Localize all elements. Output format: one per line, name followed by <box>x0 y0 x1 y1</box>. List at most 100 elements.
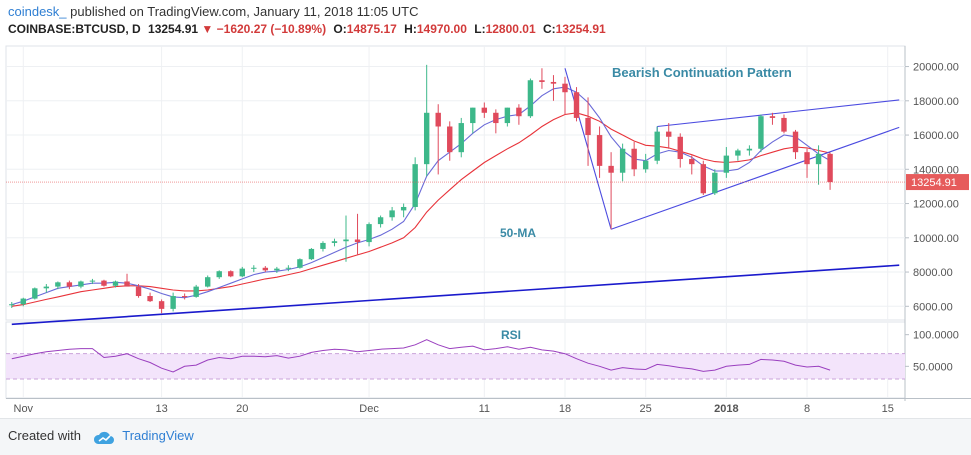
x-tick-label: 2018 <box>714 403 738 415</box>
x-tick-label: 8 <box>804 403 810 415</box>
candle-body <box>170 296 176 309</box>
candle-body <box>43 286 50 289</box>
candle-body <box>550 81 557 84</box>
ma50-annotation: 50-MA <box>500 226 536 240</box>
candle-body <box>101 280 107 286</box>
candle-body <box>642 160 649 170</box>
candle-body <box>458 123 464 153</box>
candle-body <box>147 296 153 302</box>
candle-body <box>216 271 222 278</box>
candle-body <box>366 224 372 243</box>
rsi-annotation: RSI <box>501 328 521 342</box>
candle-body <box>504 107 511 124</box>
pattern-annotation: Bearish Continuation Pattern <box>612 65 792 80</box>
candle-body <box>815 153 822 165</box>
candle-body <box>804 152 810 165</box>
publisher-name[interactable]: coindesk_ <box>8 4 67 19</box>
close-label: C: <box>542 22 556 36</box>
price-chart[interactable]: 6000.00 8000.00 10000.00 12000.00 14000.00 16… <box>0 40 971 418</box>
main-pane <box>5 45 906 321</box>
candle-body <box>66 282 73 287</box>
candle-body <box>343 239 349 242</box>
candle-body <box>239 268 245 277</box>
candle-body <box>712 172 718 194</box>
y-tick-label: 18000.00 <box>913 96 959 108</box>
candle-body <box>470 107 476 124</box>
candle-body <box>700 164 707 194</box>
candle-body <box>89 280 96 282</box>
candle-body <box>158 301 165 309</box>
candle-body <box>389 210 395 218</box>
candle-body <box>308 248 315 260</box>
candle-body <box>527 80 534 117</box>
candle-body <box>619 148 626 173</box>
low-value: 12800.01 <box>485 22 536 36</box>
candle-body <box>769 116 776 118</box>
candle-body <box>723 155 730 173</box>
last-price-tag <box>906 174 969 191</box>
published-text: published on TradingView.com, January 11… <box>66 4 419 19</box>
candle-body <box>274 268 280 271</box>
candle-body <box>331 241 338 243</box>
rsi-band <box>6 353 905 379</box>
publish-info: coindesk_ published on TradingView.com, … <box>8 4 419 19</box>
candle-body <box>493 112 499 124</box>
candle-body <box>631 148 637 170</box>
candle-body <box>377 217 384 225</box>
pattern-trendline <box>610 126 900 230</box>
x-tick-label: Nov <box>14 403 34 415</box>
candle-body <box>758 116 764 149</box>
x-tick-label: 13 <box>155 403 167 415</box>
footer-bar <box>0 418 971 455</box>
candle-body <box>481 107 488 113</box>
symbol-label[interactable]: COINBASE:BTCUSD, D <box>8 22 141 36</box>
last-price-tag-text: 13254.91 <box>911 177 957 189</box>
close-value: 13254.91 <box>555 22 606 36</box>
ma-fast-line <box>11 86 831 306</box>
ohlc-header: COINBASE:BTCUSD, D 13254.91 ▼ −1620.27 (… <box>8 22 606 36</box>
candle-body <box>78 281 84 287</box>
candle-body <box>689 159 695 165</box>
candle-body <box>423 112 430 165</box>
candle-body <box>677 136 683 160</box>
candle-body <box>112 281 119 286</box>
tradingview-link[interactable]: TradingView <box>122 428 194 443</box>
candle-body <box>608 165 614 173</box>
candle-body <box>735 150 741 156</box>
down-arrow-icon: ▼ <box>201 22 214 36</box>
candle-body <box>297 259 303 268</box>
low-label: L: <box>474 22 486 36</box>
high-label: H: <box>404 22 417 36</box>
candle-body <box>539 80 545 82</box>
x-tick-label: 18 <box>559 403 571 415</box>
candle-body <box>412 164 418 207</box>
y-tick-label: 10000.00 <box>913 233 959 245</box>
candle-body <box>596 135 603 166</box>
open-value: 14875.17 <box>346 22 397 36</box>
y-tick-label: 20000.00 <box>913 62 959 74</box>
candle-body <box>193 286 199 297</box>
candle-body <box>585 117 591 136</box>
x-tick-label: 15 <box>882 403 894 415</box>
y-tick-label: 6000.00 <box>913 301 953 313</box>
x-tick-label: 20 <box>236 403 248 415</box>
ma-slow-line <box>11 112 831 307</box>
candle-body <box>792 131 799 153</box>
candle-body <box>181 296 188 298</box>
candle-body <box>32 288 38 299</box>
candle-body <box>228 271 234 277</box>
candle-body <box>827 153 833 183</box>
y-tick-label: 8000.00 <box>913 267 953 279</box>
candle-body <box>447 126 453 153</box>
candle-body <box>654 131 660 161</box>
rsi-line <box>11 339 831 373</box>
open-label: O: <box>333 22 347 36</box>
candle-body <box>400 206 407 211</box>
x-tick-label: Dec <box>359 403 379 415</box>
candle-body <box>354 239 361 243</box>
candle-body <box>746 148 753 151</box>
candle-body <box>124 281 130 287</box>
candle-body <box>20 298 26 305</box>
created-with-label: Created with <box>8 428 81 443</box>
